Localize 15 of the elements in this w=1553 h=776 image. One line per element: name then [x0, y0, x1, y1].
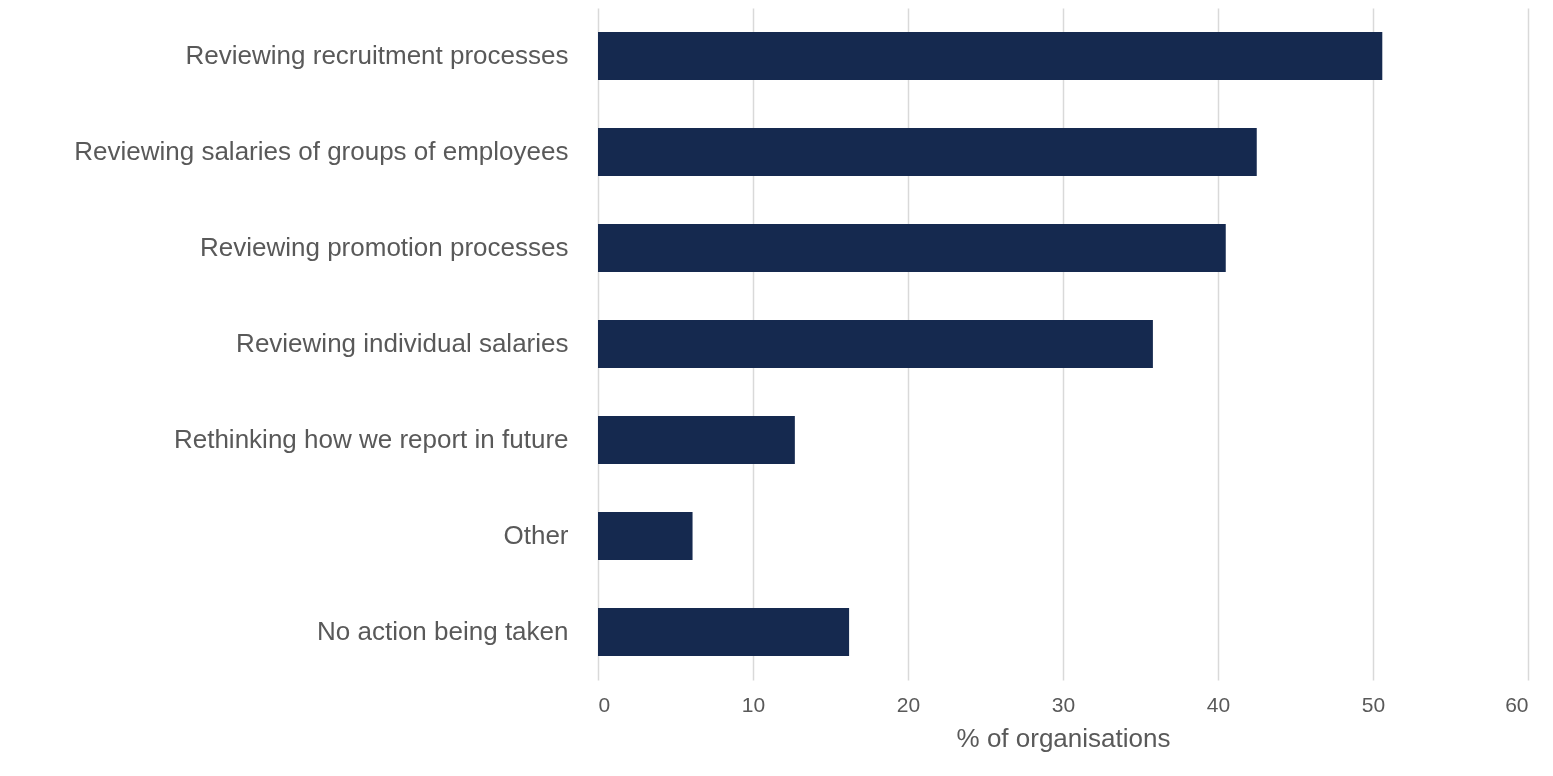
x-tick-label: 0: [598, 692, 611, 716]
y-tick-label: Rethinking how we report in future: [173, 424, 569, 454]
x-tick-label: 40: [1206, 692, 1231, 716]
y-tick-label: Other: [503, 520, 569, 550]
y-tick-label: Reviewing promotion processes: [199, 232, 569, 262]
y-tick-label: No action being taken: [316, 616, 569, 646]
x-tick-label: 20: [896, 692, 921, 716]
y-tick-label: Reviewing individual salaries: [236, 328, 569, 358]
y-tick-label: Reviewing recruitment processes: [185, 40, 569, 70]
x-tick-label: 30: [1051, 692, 1076, 716]
x-tick-label: 60: [1505, 692, 1529, 716]
x-tick-label: 10: [741, 692, 766, 716]
y-tick-label: Reviewing salaries of groups of employees: [74, 136, 569, 166]
x-tick-label: 50: [1361, 692, 1386, 716]
x-axis-title: % of organisations: [956, 722, 1171, 753]
